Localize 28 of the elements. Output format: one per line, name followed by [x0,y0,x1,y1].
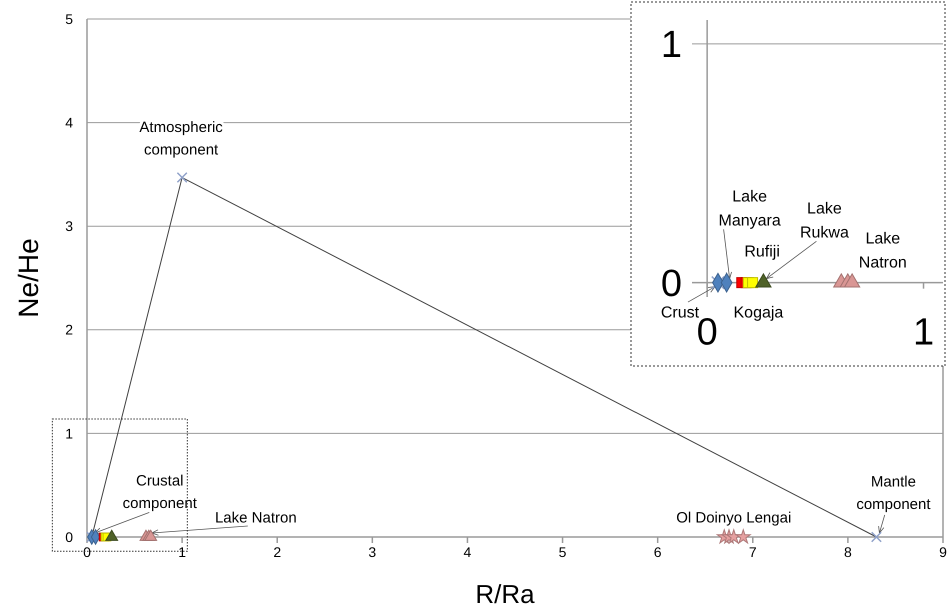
annotation: Crustal component [122,472,198,512]
y-tick-label: 3 [65,218,74,234]
annotation: Rufiji [744,243,780,260]
x-tick-label: 3 [368,544,376,560]
x-tick-label: 8 [844,544,852,560]
x-tick-label: 6 [654,544,662,560]
annotation: Mantle component [856,473,932,513]
annotation: Lake Manyara [718,188,781,230]
y-tick-label: 5 [65,10,74,27]
y-tick-label: 1 [65,425,74,442]
annotation: Lake Natron [214,509,297,526]
x-tick-label: 2 [273,544,282,560]
annotation: Lake Natron [858,230,907,272]
x-tick-label: 0 [83,544,92,560]
y-tick-label: 0 [65,528,74,545]
annotation: Crust [660,304,700,322]
x-tick-label: 5 [558,544,567,560]
y-axis-title: Ne/He [13,238,44,318]
x-tick-label: 1 [178,544,186,560]
annotation: Atmospheric component [139,118,224,158]
x-axis-title: R/Ra [475,579,536,609]
x-tick-label: 9 [939,544,948,560]
annotation: Lake Rukwa [800,200,849,242]
x-tick-label: 4 [464,544,472,560]
y-tick-label: 4 [65,114,74,130]
annotation: Kogaja [734,304,784,322]
annotation: Ol Doinyo Lengai [676,509,792,526]
x-tick-label: 7 [748,544,757,560]
